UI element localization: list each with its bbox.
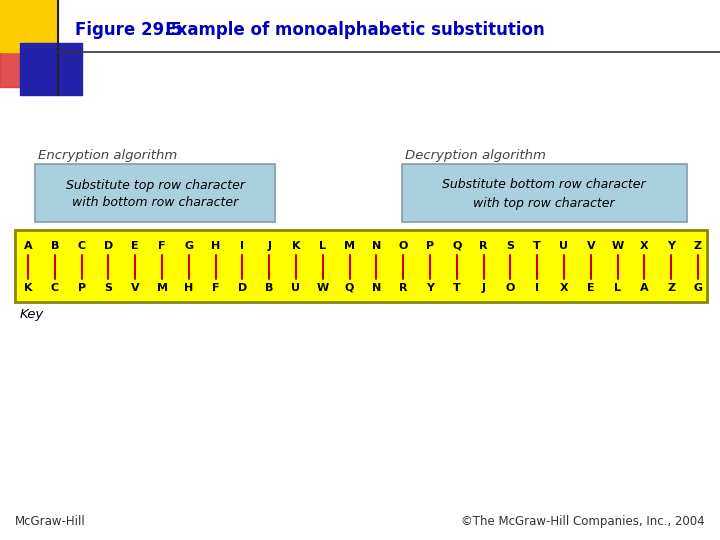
Text: C: C (78, 241, 86, 251)
Text: Example of monoalphabetic substitution: Example of monoalphabetic substitution (148, 21, 545, 39)
Text: with bottom row character: with bottom row character (72, 197, 238, 210)
Text: E: E (131, 241, 139, 251)
Text: J: J (267, 241, 271, 251)
Text: Y: Y (426, 283, 434, 293)
Text: S: S (104, 283, 112, 293)
Bar (402, 164, 687, 222)
Text: A: A (640, 283, 649, 293)
Text: D: D (104, 241, 113, 251)
Text: Encryption algorithm: Encryption algorithm (38, 149, 177, 162)
Bar (20, 43, 82, 95)
Text: P: P (426, 241, 434, 251)
Text: R: R (399, 283, 408, 293)
Text: O: O (398, 241, 408, 251)
Text: T: T (453, 283, 461, 293)
Text: H: H (211, 241, 220, 251)
Text: B: B (50, 241, 59, 251)
Text: Q: Q (452, 241, 462, 251)
Text: P: P (78, 283, 86, 293)
Text: U: U (559, 241, 569, 251)
Bar (0, 42, 42, 87)
Text: L: L (614, 283, 621, 293)
Text: W: W (611, 241, 624, 251)
Text: X: X (559, 283, 568, 293)
Text: E: E (587, 283, 595, 293)
Text: Y: Y (667, 241, 675, 251)
Bar (35, 164, 275, 222)
Text: M: M (156, 283, 168, 293)
Text: Z: Z (694, 241, 702, 251)
Text: C: C (50, 283, 59, 293)
Text: K: K (24, 283, 32, 293)
Text: Figure 29.5: Figure 29.5 (75, 21, 182, 39)
Text: I: I (535, 283, 539, 293)
Text: Q: Q (345, 283, 354, 293)
Text: X: X (640, 241, 649, 251)
Text: Substitute top row character: Substitute top row character (66, 179, 245, 192)
Bar (0, 0, 58, 52)
Text: D: D (238, 283, 247, 293)
Text: Decryption algorithm: Decryption algorithm (405, 149, 546, 162)
Text: L: L (319, 241, 326, 251)
Text: Key: Key (20, 308, 44, 321)
Text: W: W (317, 283, 329, 293)
Text: K: K (292, 241, 300, 251)
Text: A: A (24, 241, 32, 251)
Text: U: U (292, 283, 300, 293)
Text: I: I (240, 241, 244, 251)
Text: Substitute bottom row character: Substitute bottom row character (442, 179, 646, 192)
Text: N: N (372, 241, 381, 251)
Text: F: F (212, 283, 220, 293)
Text: N: N (372, 283, 381, 293)
Text: B: B (265, 283, 274, 293)
Text: O: O (505, 283, 515, 293)
Text: T: T (534, 241, 541, 251)
Text: F: F (158, 241, 166, 251)
Text: M: M (344, 241, 355, 251)
Bar (15, 230, 707, 302)
Text: V: V (131, 283, 140, 293)
Text: ©The McGraw-Hill Companies, Inc., 2004: ©The McGraw-Hill Companies, Inc., 2004 (462, 515, 705, 528)
Text: J: J (482, 283, 485, 293)
Text: S: S (506, 241, 514, 251)
Text: H: H (184, 283, 194, 293)
Text: R: R (480, 241, 488, 251)
Text: V: V (587, 241, 595, 251)
Text: G: G (693, 283, 703, 293)
Text: Z: Z (667, 283, 675, 293)
Text: G: G (184, 241, 194, 251)
Text: McGraw-Hill: McGraw-Hill (15, 515, 86, 528)
Text: with top row character: with top row character (473, 197, 615, 210)
